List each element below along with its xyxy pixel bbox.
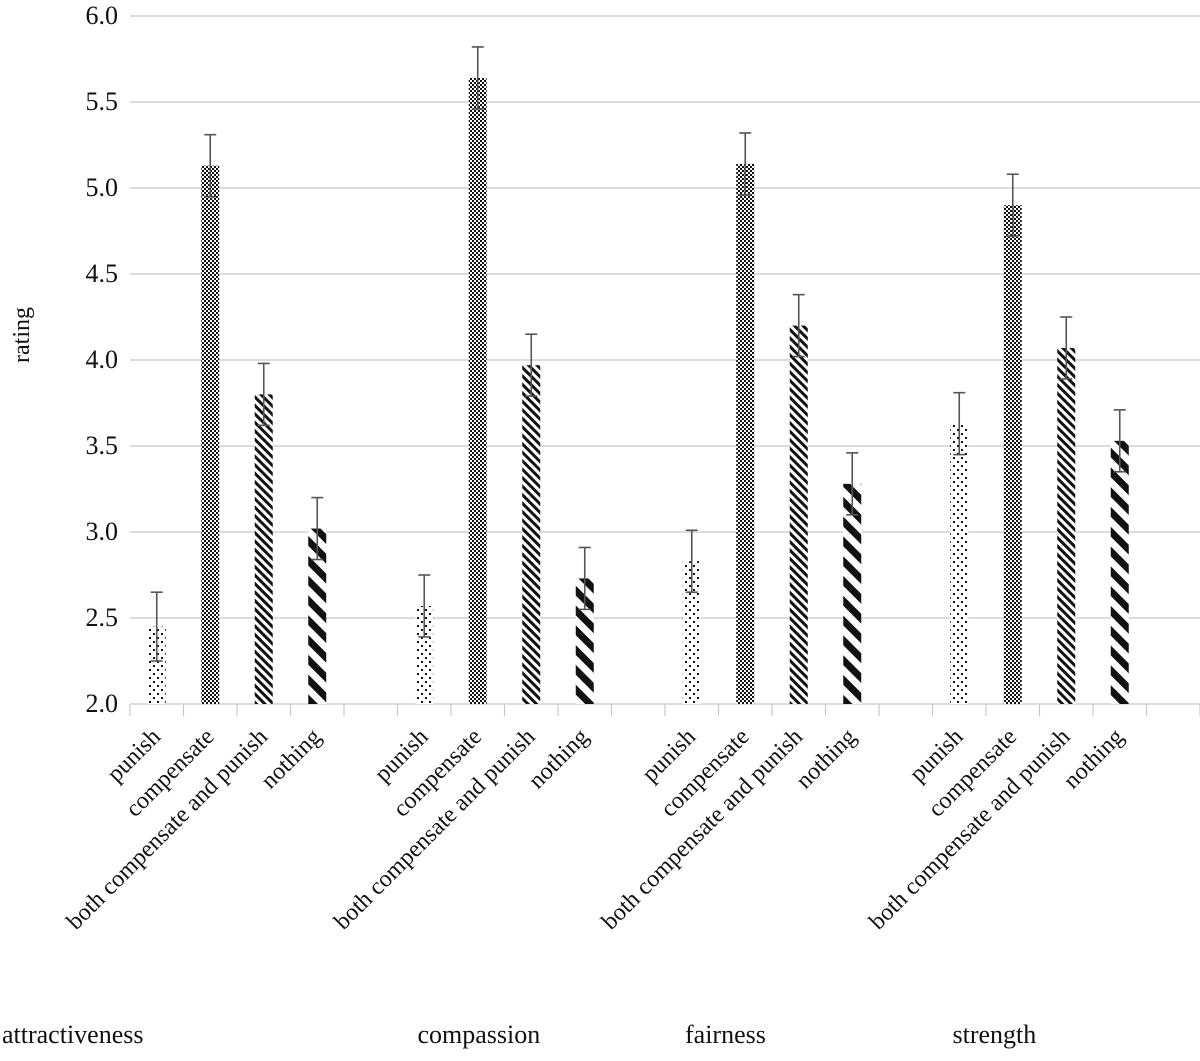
bar-attractiveness-compensate	[201, 165, 220, 704]
group-label: compassion	[418, 1020, 541, 1049]
x-category-label: nothing	[524, 724, 594, 794]
y-tick-label: 5.5	[86, 87, 119, 116]
bar-fairness-compensate	[736, 163, 755, 705]
y-tick-label: 6.0	[86, 1, 119, 30]
y-tick-label: 4.5	[86, 259, 119, 288]
bar-attractiveness-punish	[147, 626, 166, 704]
bar-fairness-both-compensate-and-punish	[789, 325, 808, 704]
bars	[147, 77, 1129, 705]
bar-attractiveness-nothing	[308, 528, 327, 704]
y-tick-label: 5.0	[86, 173, 119, 202]
x-category-label: nothing	[256, 724, 326, 794]
bar-compassion-both-compensate-and-punish	[522, 365, 541, 704]
x-category-label: both compensate and punish	[864, 724, 1075, 935]
x-category-label: nothing	[1059, 724, 1129, 794]
bar-compassion-punish	[415, 605, 434, 704]
group-label: strength	[953, 1020, 1037, 1049]
x-category-label: nothing	[791, 724, 861, 794]
group-label: fairness	[685, 1020, 766, 1049]
bar-fairness-punish	[682, 561, 701, 704]
x-category-label: both compensate and punish	[329, 724, 540, 935]
y-tick-label: 3.0	[86, 517, 119, 546]
error-bars	[150, 46, 1126, 662]
x-axis-group-labels: attractiveness compassion fairness strength	[2, 1020, 1036, 1049]
y-tick-label: 2.0	[86, 689, 119, 718]
group-label: attractiveness	[2, 1020, 144, 1049]
y-tick-label: 4.0	[86, 345, 119, 374]
bar-attractiveness-both-compensate-and-punish	[254, 394, 273, 704]
gridlines	[129, 15, 1200, 716]
bar-strength-compensate	[1003, 205, 1022, 704]
bar-strength-nothing	[1110, 440, 1129, 704]
y-axis-title: rating	[9, 307, 35, 363]
y-tick-label: 2.5	[86, 603, 119, 632]
x-category-label: both compensate and punish	[597, 724, 808, 935]
bar-strength-both-compensate-and-punish	[1057, 347, 1076, 704]
y-axis-tick-labels: 2.0 2.5 3.0 3.5 4.0 4.5 5.0 5.5 6.0	[86, 1, 119, 718]
bar-strength-punish	[950, 423, 969, 704]
bar-fairness-nothing	[843, 483, 862, 704]
bar-compassion-compensate	[468, 77, 487, 705]
x-category-label: both compensate and punish	[62, 724, 273, 935]
y-tick-label: 3.5	[86, 431, 119, 460]
